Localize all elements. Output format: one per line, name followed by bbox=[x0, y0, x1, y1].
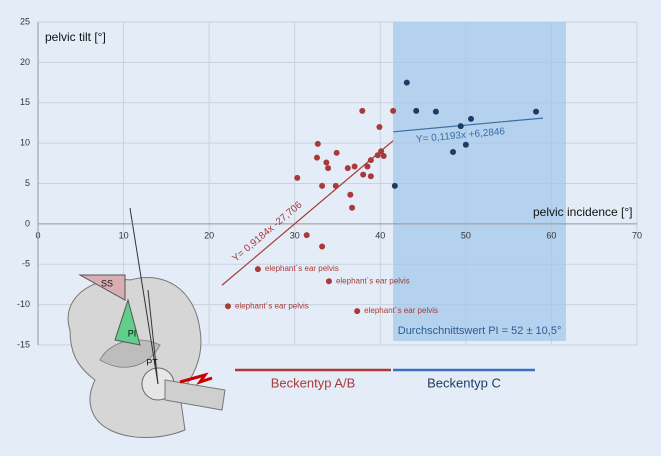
point-label: elephant´s ear pelvis bbox=[265, 264, 339, 273]
point bbox=[432, 108, 439, 115]
y-tick-label: 20 bbox=[20, 57, 30, 67]
point bbox=[354, 308, 361, 315]
point bbox=[332, 182, 339, 189]
x-tick-label: 20 bbox=[204, 230, 214, 240]
point-label: elephant´s ear pelvis bbox=[235, 301, 309, 310]
y-tick-label: 15 bbox=[20, 97, 30, 107]
point bbox=[450, 149, 457, 156]
point-label: elephant´s ear pelvis bbox=[364, 306, 438, 315]
point bbox=[390, 107, 397, 114]
illustration-label: PT bbox=[146, 357, 158, 367]
point bbox=[360, 171, 367, 178]
y-tick-label: 25 bbox=[20, 16, 30, 26]
x-tick-label: 10 bbox=[119, 230, 129, 240]
x-tick-label: 60 bbox=[546, 230, 556, 240]
trendline bbox=[221, 140, 394, 286]
point bbox=[380, 153, 387, 160]
illustration-label: SS bbox=[101, 278, 113, 288]
trendline bbox=[393, 117, 543, 133]
point bbox=[313, 154, 320, 161]
y-tick-label: -15 bbox=[17, 339, 30, 349]
point bbox=[467, 115, 474, 122]
y-tick-label: -5 bbox=[22, 259, 30, 269]
point bbox=[367, 173, 374, 180]
illustration-label: PI bbox=[128, 328, 137, 338]
point bbox=[349, 204, 356, 211]
point bbox=[224, 303, 231, 310]
point bbox=[533, 108, 540, 115]
point bbox=[325, 165, 332, 172]
point bbox=[403, 79, 410, 86]
point bbox=[351, 163, 358, 170]
band bbox=[393, 22, 566, 341]
point bbox=[347, 191, 354, 198]
point bbox=[378, 148, 385, 155]
point bbox=[364, 163, 371, 170]
point bbox=[254, 266, 261, 273]
point bbox=[344, 165, 351, 172]
x-tick-label: 40 bbox=[375, 230, 385, 240]
point bbox=[314, 140, 321, 147]
x-tick-label: 70 bbox=[632, 230, 642, 240]
point bbox=[367, 157, 374, 164]
point bbox=[294, 174, 301, 181]
point bbox=[359, 107, 366, 114]
x-tick-label: 50 bbox=[461, 230, 471, 240]
point bbox=[457, 123, 464, 130]
band-label: Durchschnittswert PI = 52 ± 10,5° bbox=[398, 325, 562, 337]
group-label: Beckentyp A/B bbox=[271, 375, 356, 390]
point bbox=[303, 232, 310, 239]
point bbox=[319, 243, 326, 250]
point bbox=[462, 141, 469, 148]
point-label: elephant´s ear pelvis bbox=[336, 276, 410, 285]
point bbox=[376, 123, 383, 130]
y-tick-label: -10 bbox=[17, 299, 30, 309]
pelvis-illustration bbox=[67, 207, 226, 438]
point bbox=[391, 182, 398, 189]
x-axis-title: pelvic incidence [°] bbox=[533, 205, 633, 219]
group-label: Beckentyp C bbox=[427, 375, 501, 390]
point bbox=[325, 278, 332, 285]
point bbox=[413, 107, 420, 114]
point bbox=[333, 149, 340, 156]
y-tick-label: 0 bbox=[25, 218, 30, 228]
point bbox=[323, 159, 330, 166]
y-tick-label: 5 bbox=[25, 178, 30, 188]
point bbox=[319, 182, 326, 189]
y-tick-label: 10 bbox=[20, 138, 30, 148]
y-axis-title: pelvic tilt [°] bbox=[45, 30, 106, 44]
point bbox=[374, 152, 381, 159]
x-tick-label: 30 bbox=[290, 230, 300, 240]
